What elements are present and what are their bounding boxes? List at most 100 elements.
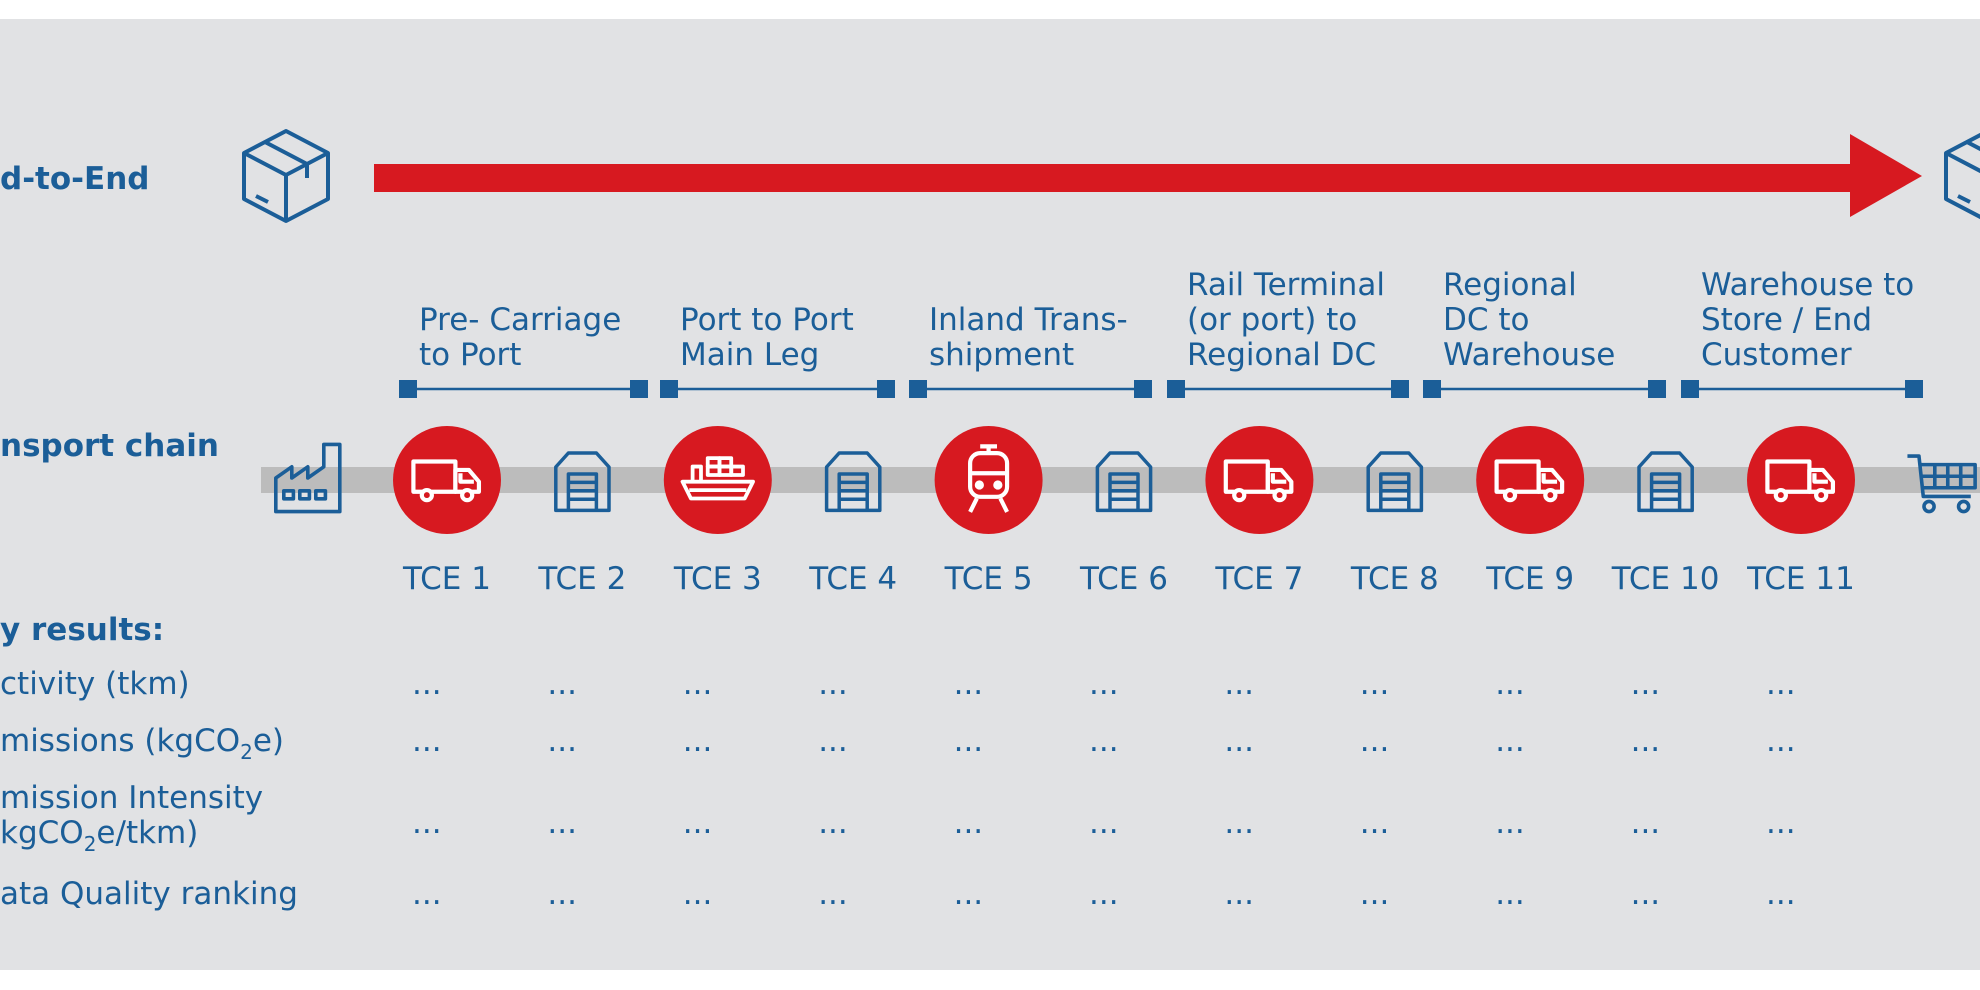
cell-value: ... — [1360, 876, 1390, 912]
segment-label: Store / End — [1701, 302, 1872, 338]
transport-circle — [934, 426, 1043, 534]
segment-marker — [1391, 380, 1409, 398]
row-label: ata Quality ranking — [0, 876, 298, 912]
cell-value: ... — [1360, 666, 1390, 702]
cell-value: ... — [1631, 805, 1661, 841]
segment-marker — [1167, 380, 1185, 398]
cell-value: ... — [1224, 805, 1254, 841]
end-to-end-label: d-to-End — [0, 161, 149, 197]
cell-value: ... — [818, 805, 848, 841]
segment-label: Warehouse to — [1701, 267, 1914, 303]
cell-value: ... — [1495, 876, 1525, 912]
cell-value: ... — [683, 805, 713, 841]
label-part: kgCO — [0, 815, 84, 851]
cell-value: ... — [1495, 666, 1525, 702]
cell-value: ... — [547, 723, 577, 759]
segment-label: shipment — [929, 337, 1074, 373]
cell-value: ... — [683, 876, 713, 912]
segment-marker — [1905, 380, 1923, 398]
cell-value: ... — [547, 666, 577, 702]
transport-circle — [1747, 426, 1855, 534]
cell-value: ... — [1766, 805, 1796, 841]
cell-value: ... — [954, 723, 984, 759]
cell-value: ... — [818, 876, 848, 912]
segment-marker — [660, 380, 678, 398]
subscript: 2 — [240, 740, 253, 764]
tce-label: TCE 3 — [673, 561, 762, 597]
cell-value: ... — [412, 723, 442, 759]
cell-value: ... — [1766, 666, 1796, 702]
segment-label: Pre- Carriage — [419, 302, 621, 338]
label-part: ctivity (tkm) — [0, 666, 190, 702]
segment-label: DC to — [1443, 302, 1530, 338]
cell-value: ... — [547, 805, 577, 841]
tce-label: TCE 9 — [1485, 561, 1574, 597]
cell-value: ... — [1766, 876, 1796, 912]
tce-label: TCE 10 — [1611, 561, 1720, 597]
tce-label: TCE 6 — [1079, 561, 1168, 597]
segment-label: Port to Port — [680, 302, 854, 338]
row-label: kgCO2e/tkm) — [0, 815, 198, 856]
cell-value: ... — [412, 805, 442, 841]
cell-value: ... — [412, 666, 442, 702]
transport-circle — [1205, 426, 1314, 534]
tce-label: TCE 11 — [1746, 561, 1855, 597]
cell-value: ... — [683, 723, 713, 759]
tce-label: TCE 7 — [1214, 561, 1303, 597]
cell-value: ... — [683, 666, 713, 702]
segment-label: Rail Terminal — [1187, 267, 1385, 303]
label-part: e) — [253, 723, 284, 759]
cell-value: ... — [1360, 723, 1390, 759]
tce-label: TCE 2 — [537, 561, 626, 597]
cell-value: ... — [1495, 723, 1525, 759]
label-part: missions (kgCO — [0, 723, 240, 759]
cell-value: ... — [818, 723, 848, 759]
cell-value: ... — [1089, 723, 1119, 759]
tce-label: TCE 5 — [944, 561, 1033, 597]
cell-value: ... — [1089, 805, 1119, 841]
segment-label: Regional — [1443, 267, 1577, 303]
transport-circle — [393, 426, 501, 534]
row-label: ctivity (tkm) — [0, 666, 190, 702]
row-label: mission Intensity — [0, 780, 263, 816]
subscript: 2 — [84, 832, 97, 856]
segment-marker — [399, 380, 417, 398]
segment-marker — [1648, 380, 1666, 398]
label-part: e/tkm) — [96, 815, 198, 851]
segment-marker — [1681, 380, 1699, 398]
cell-value: ... — [1224, 723, 1254, 759]
cell-value: ... — [818, 666, 848, 702]
segment-marker — [1134, 380, 1152, 398]
cell-value: ... — [954, 805, 984, 841]
segment-label: Customer — [1701, 337, 1852, 373]
tce-label: TCE 1 — [402, 561, 491, 597]
cell-value: ... — [1224, 876, 1254, 912]
tce-label: TCE 8 — [1350, 561, 1439, 597]
segment-marker — [877, 380, 895, 398]
label-part: mission Intensity — [0, 780, 263, 816]
cell-value: ... — [1631, 723, 1661, 759]
cell-value: ... — [412, 876, 442, 912]
segment-label: to Port — [419, 337, 521, 373]
tce-label: TCE 4 — [808, 561, 897, 597]
transport-circle — [1476, 426, 1585, 534]
segment-marker — [630, 380, 648, 398]
segment-label: Main Leg — [680, 337, 819, 373]
cell-value: ... — [1089, 876, 1119, 912]
cell-value: ... — [1224, 666, 1254, 702]
cell-value: ... — [954, 666, 984, 702]
segment-label: (or port) to — [1187, 302, 1357, 338]
segment-label: Warehouse — [1443, 337, 1615, 373]
cell-value: ... — [1495, 805, 1525, 841]
segment-label: Inland Trans- — [929, 302, 1128, 338]
end-to-end-arrow — [374, 134, 1922, 217]
results-title: y results: — [0, 612, 164, 648]
segment-label: Regional DC — [1187, 337, 1376, 373]
cell-value: ... — [1360, 805, 1390, 841]
label-part: ata Quality ranking — [0, 876, 298, 912]
cell-value: ... — [1631, 666, 1661, 702]
segment-marker — [1423, 380, 1441, 398]
cell-value: ... — [954, 876, 984, 912]
row-label: missions (kgCO2e) — [0, 723, 284, 764]
